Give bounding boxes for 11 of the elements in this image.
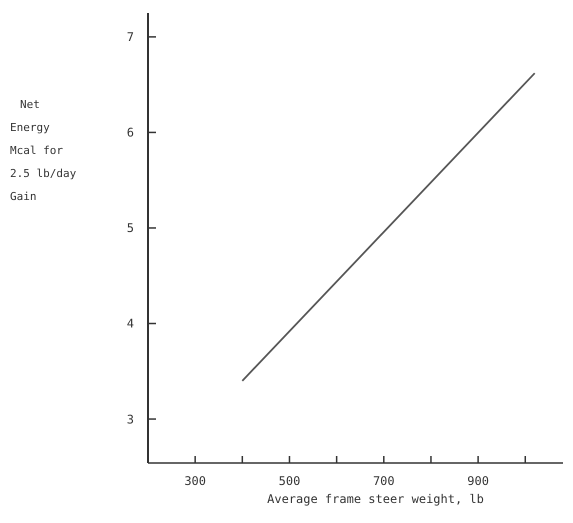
y-tick-label: 7 xyxy=(126,30,134,44)
x-tick-label: 500 xyxy=(278,474,300,488)
x-tick-label: 300 xyxy=(184,474,206,488)
x-axis-title: Average frame steer weight, lb xyxy=(267,492,484,506)
y-tick-label: 4 xyxy=(126,316,134,331)
y-tick-label: 3 xyxy=(126,412,134,426)
y-tick-label: 6 xyxy=(126,126,134,140)
y-tick-label: 5 xyxy=(126,221,134,236)
x-tick-label: 900 xyxy=(467,474,489,488)
y-axis-title: Net Energy Mcal for 2.5 lb/day Gain xyxy=(10,98,77,203)
x-tick-label: 700 xyxy=(372,474,395,488)
